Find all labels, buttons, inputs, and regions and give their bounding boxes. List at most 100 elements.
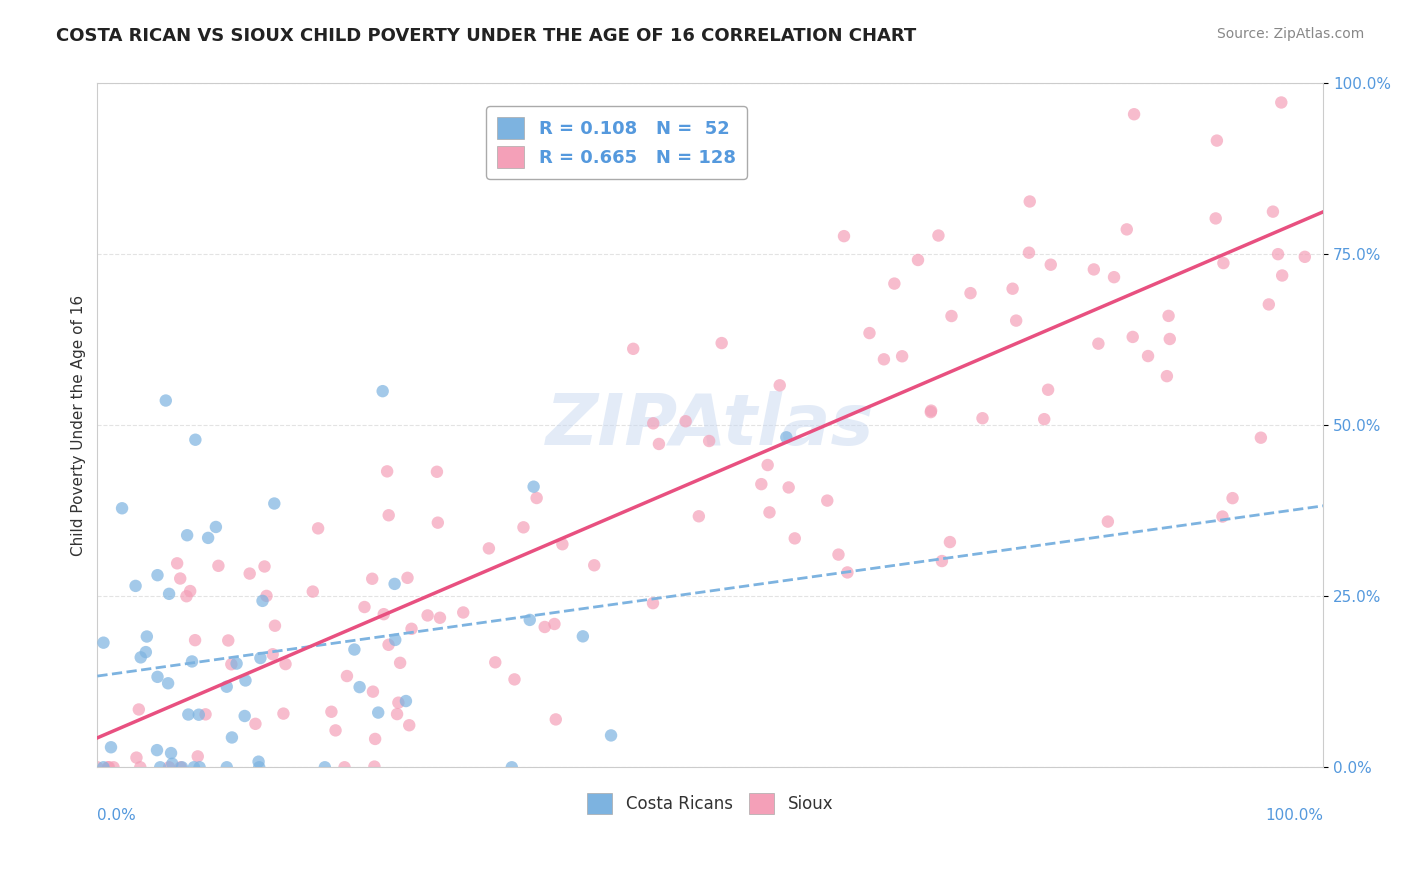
Point: [1033, 412, 1056, 426]
Point: [1294, 250, 1316, 264]
Point: [1102, 270, 1125, 285]
Point: [526, 491, 548, 505]
Point: [135, 630, 157, 644]
Point: [891, 349, 914, 363]
Point: [361, 684, 384, 698]
Point: [484, 656, 506, 670]
Point: [387, 696, 409, 710]
Point: [253, 559, 276, 574]
Point: [194, 707, 217, 722]
Point: [235, 673, 257, 688]
Point: [215, 760, 238, 774]
Point: [927, 228, 949, 243]
Point: [205, 520, 228, 534]
Point: [146, 743, 169, 757]
Point: [478, 541, 501, 556]
Point: [307, 521, 329, 535]
Point: [907, 252, 929, 267]
Point: [247, 755, 270, 769]
Point: [959, 43, 981, 57]
Point: [512, 520, 534, 534]
Point: [363, 759, 385, 773]
Point: [858, 326, 880, 340]
Point: [1083, 262, 1105, 277]
Point: [426, 465, 449, 479]
Point: [503, 673, 526, 687]
Point: [371, 384, 394, 399]
Point: [756, 458, 779, 472]
Point: [184, 633, 207, 648]
Point: [941, 309, 963, 323]
Point: [336, 669, 359, 683]
Point: [832, 229, 855, 244]
Point: [675, 414, 697, 428]
Point: [157, 676, 180, 690]
Point: [931, 554, 953, 568]
Point: [146, 568, 169, 582]
Point: [353, 600, 375, 615]
Point: [169, 760, 191, 774]
Point: [264, 618, 287, 632]
Point: [1122, 330, 1144, 344]
Point: [247, 760, 270, 774]
Point: [1039, 258, 1062, 272]
Point: [416, 608, 439, 623]
Point: [429, 611, 451, 625]
Point: [207, 558, 229, 573]
Point: [149, 760, 172, 774]
Point: [1222, 491, 1244, 505]
Point: [103, 760, 125, 774]
Point: [920, 403, 942, 417]
Point: [111, 501, 134, 516]
Point: [225, 657, 247, 671]
Point: [1159, 332, 1181, 346]
Point: [176, 589, 198, 603]
Point: [361, 572, 384, 586]
Point: [181, 655, 204, 669]
Point: [758, 505, 780, 519]
Point: [97, 760, 120, 774]
Point: [162, 756, 184, 771]
Point: [398, 718, 420, 732]
Point: [1018, 194, 1040, 209]
Point: [1087, 336, 1109, 351]
Point: [252, 594, 274, 608]
Point: [1205, 134, 1227, 148]
Point: [1137, 349, 1160, 363]
Point: [314, 760, 336, 774]
Point: [1123, 107, 1146, 121]
Point: [129, 760, 152, 774]
Point: [273, 706, 295, 721]
Point: [256, 589, 278, 603]
Point: [100, 740, 122, 755]
Point: [169, 572, 191, 586]
Point: [135, 645, 157, 659]
Point: [170, 760, 193, 774]
Point: [377, 508, 399, 523]
Point: [245, 716, 267, 731]
Point: [621, 342, 644, 356]
Y-axis label: Child Poverty Under the Age of 16: Child Poverty Under the Age of 16: [72, 294, 86, 556]
Point: [1205, 211, 1227, 226]
Point: [827, 548, 849, 562]
Point: [426, 516, 449, 530]
Point: [1270, 95, 1292, 110]
Point: [128, 702, 150, 716]
Point: [333, 760, 356, 774]
Point: [1211, 509, 1233, 524]
Point: [1018, 245, 1040, 260]
Point: [710, 336, 733, 351]
Point: [274, 657, 297, 671]
Text: COSTA RICAN VS SIOUX CHILD POVERTY UNDER THE AGE OF 16 CORRELATION CHART: COSTA RICAN VS SIOUX CHILD POVERTY UNDER…: [56, 27, 917, 45]
Point: [166, 557, 188, 571]
Point: [1156, 369, 1178, 384]
Point: [697, 434, 720, 448]
Point: [688, 509, 710, 524]
Point: [187, 707, 209, 722]
Point: [1036, 383, 1059, 397]
Point: [395, 694, 418, 708]
Point: [523, 480, 546, 494]
Point: [533, 620, 555, 634]
Point: [373, 607, 395, 622]
Point: [905, 42, 928, 56]
